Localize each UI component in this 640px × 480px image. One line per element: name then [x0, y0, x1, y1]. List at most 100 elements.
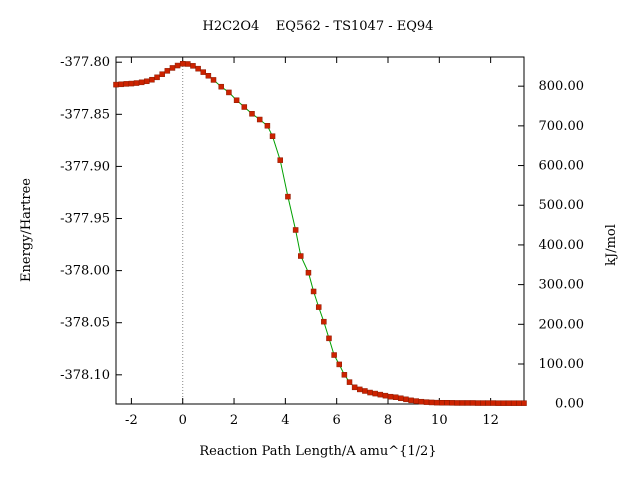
y-tick-label: -378.00: [60, 264, 110, 279]
data-point: [428, 399, 435, 406]
data-point: [382, 392, 389, 399]
data-point: [392, 394, 399, 400]
data-point: [118, 81, 124, 88]
y2-tick-label: 400.00: [539, 238, 585, 253]
data-point: [256, 116, 263, 123]
data-point: [485, 400, 491, 406]
data-point: [434, 399, 440, 406]
data-point: [241, 104, 248, 110]
x-tick-label: 10: [431, 413, 448, 428]
data-point: [490, 400, 496, 406]
data-point: [408, 397, 414, 404]
data-point: [367, 389, 373, 396]
data-point: [210, 77, 217, 83]
plot-frame: [115, 56, 525, 405]
data-point: [377, 391, 384, 398]
data-point: [362, 388, 368, 394]
data-point: [200, 69, 206, 75]
data-point: [341, 372, 348, 378]
data-point: [123, 81, 130, 87]
data-point: [138, 79, 145, 86]
x-tick-label: 6: [333, 413, 341, 428]
data-point: [521, 400, 527, 406]
data-point: [505, 400, 512, 406]
data-point: [269, 133, 276, 139]
y-tick-label: -377.90: [60, 159, 110, 174]
y2-tick-label: 500.00: [539, 198, 585, 213]
data-point: [305, 269, 312, 276]
data-point: [418, 398, 425, 405]
data-point: [190, 63, 196, 69]
x-tick-label: 2: [230, 413, 238, 428]
data-point: [387, 393, 394, 400]
data-point: [469, 400, 476, 406]
data-point: [292, 227, 299, 233]
y2-tick-label: 300.00: [539, 278, 585, 293]
y2-tick-label: 0.00: [555, 397, 584, 412]
data-point: [133, 80, 140, 86]
data-point: [321, 318, 327, 325]
chart-title: H2C2O4 EQ562 - TS1047 - EQ94: [203, 19, 434, 34]
data-point: [464, 400, 471, 406]
data-point: [205, 73, 212, 79]
x-tick-label: 4: [281, 413, 289, 428]
data-point: [149, 76, 155, 83]
series-line: [115, 63, 524, 404]
data-point: [398, 395, 404, 402]
y-tick-label: -377.95: [60, 212, 110, 227]
data-point: [326, 335, 332, 342]
x-tick-label: 8: [384, 413, 392, 428]
y2-tick-label: 600.00: [539, 159, 585, 174]
data-point: [336, 361, 342, 368]
data-point: [218, 83, 224, 90]
x-tick-label: 0: [179, 413, 187, 428]
data-point: [510, 400, 517, 406]
y2-tick-label: 700.00: [539, 119, 585, 134]
data-point: [372, 390, 378, 397]
x-tick-label: -2: [125, 413, 138, 428]
data-point: [516, 400, 522, 406]
y2-tick-label: 100.00: [539, 357, 585, 372]
data-point: [298, 253, 304, 259]
data-point: [357, 386, 363, 393]
y2-tick-label: 200.00: [539, 317, 585, 332]
data-point: [331, 352, 337, 358]
data-point: [179, 61, 186, 67]
data-point: [475, 400, 481, 406]
data-point: [459, 400, 466, 406]
y2-tick-label: 800.00: [539, 79, 585, 94]
data-point: [154, 74, 160, 81]
data-point: [351, 384, 358, 391]
data-point: [439, 399, 445, 406]
data-point: [169, 65, 176, 71]
x-axis-label: Reaction Path Length/A amu^{1/2}: [199, 444, 436, 459]
y-axis-label: Energy/Hartree: [19, 178, 34, 282]
data-point: [195, 65, 201, 72]
data-point: [233, 97, 240, 103]
data-point: [495, 400, 502, 406]
x-tick-label: 12: [482, 413, 499, 428]
data-point: [277, 157, 283, 163]
data-point: [403, 396, 409, 403]
y-tick-label: -378.10: [60, 368, 110, 383]
data-point: [315, 304, 322, 310]
data-point: [454, 400, 461, 406]
data-point: [285, 193, 291, 200]
data-point: [444, 399, 450, 406]
data-point: [128, 80, 135, 87]
data-point: [310, 288, 317, 295]
data-point: [500, 400, 507, 406]
data-point: [159, 71, 165, 77]
data-point: [346, 379, 353, 385]
data-point: [113, 81, 119, 88]
data-point: [423, 399, 430, 405]
data-point: [174, 62, 181, 69]
y-tick-label: -378.05: [60, 316, 110, 331]
y-tick-label: -377.80: [60, 55, 110, 70]
plot-area: -2 0 2 4 6 8 10 12 -377.80 -377.85 -377.90 -377.95 -…: [60, 55, 584, 428]
data-point: [264, 123, 271, 129]
data-point: [413, 398, 419, 404]
data-point: [185, 61, 191, 67]
y2-axis-label: kJ/mol: [604, 224, 619, 266]
